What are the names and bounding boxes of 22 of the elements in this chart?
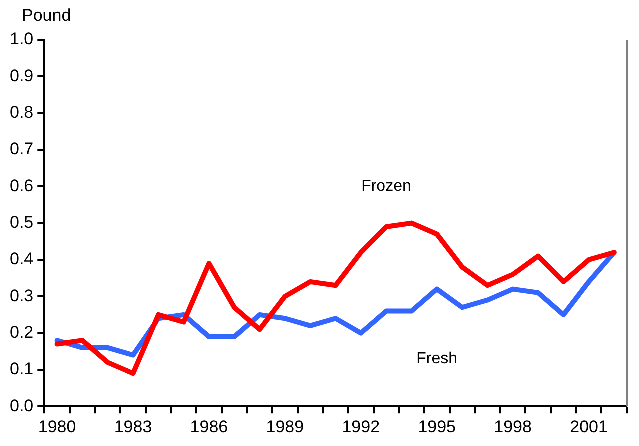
- y-tick-label: 0.7: [10, 140, 34, 159]
- y-tick-label: 0.9: [10, 66, 34, 86]
- x-tick-label: 1992: [342, 417, 380, 436]
- y-tick-label: 0.4: [10, 250, 34, 269]
- y-tick-label: 0.6: [10, 176, 34, 196]
- x-tick-label: 1995: [418, 417, 456, 436]
- series-label: Frozen: [362, 178, 412, 196]
- y-axis-title: Pound: [22, 6, 72, 26]
- y-tick-label: 0.2: [10, 322, 34, 342]
- x-tick-label: 1986: [190, 417, 228, 436]
- x-tick-label: 2001: [570, 417, 608, 436]
- x-tick-label: 1980: [38, 417, 76, 436]
- y-tick-label: 0.3: [10, 286, 34, 306]
- text: Fresh: [416, 350, 458, 368]
- y-tick-label: 1.0: [10, 30, 34, 49]
- x-tick-label: 1998: [494, 417, 532, 436]
- y-tick-label: 0.8: [10, 103, 34, 122]
- y-tick-label: 0.5: [10, 212, 34, 232]
- x-tick-label: 1983: [114, 417, 152, 436]
- y-tick-label: 0.1: [10, 360, 34, 379]
- y-tick-label: 0.0: [10, 396, 34, 416]
- x-tick-label: 1989: [266, 417, 304, 436]
